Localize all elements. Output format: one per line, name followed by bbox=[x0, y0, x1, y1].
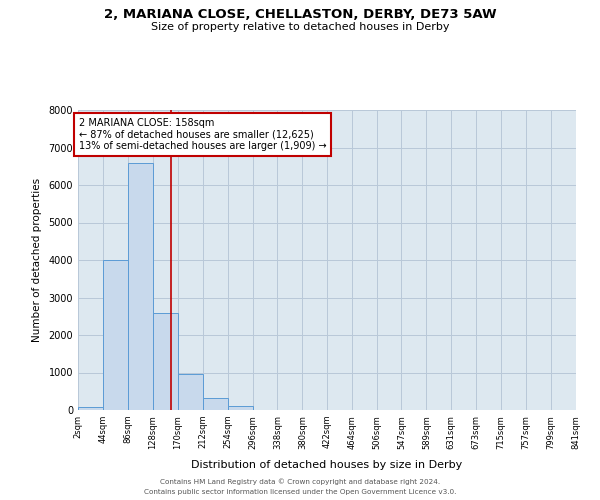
Text: Size of property relative to detached houses in Derby: Size of property relative to detached ho… bbox=[151, 22, 449, 32]
Bar bbox=[227, 406, 253, 410]
Text: Contains public sector information licensed under the Open Government Licence v3: Contains public sector information licen… bbox=[144, 489, 456, 495]
Text: Contains HM Land Registry data © Crown copyright and database right 2024.: Contains HM Land Registry data © Crown c… bbox=[160, 478, 440, 485]
Bar bbox=[103, 260, 128, 410]
Bar bbox=[178, 374, 203, 410]
Bar bbox=[128, 162, 153, 410]
Bar bbox=[203, 398, 227, 410]
X-axis label: Distribution of detached houses by size in Derby: Distribution of detached houses by size … bbox=[191, 460, 463, 470]
Bar bbox=[78, 408, 103, 410]
Text: 2 MARIANA CLOSE: 158sqm
← 87% of detached houses are smaller (12,625)
13% of sem: 2 MARIANA CLOSE: 158sqm ← 87% of detache… bbox=[79, 118, 326, 152]
Y-axis label: Number of detached properties: Number of detached properties bbox=[32, 178, 41, 342]
Text: 2, MARIANA CLOSE, CHELLASTON, DERBY, DE73 5AW: 2, MARIANA CLOSE, CHELLASTON, DERBY, DE7… bbox=[104, 8, 496, 20]
Bar bbox=[153, 312, 178, 410]
